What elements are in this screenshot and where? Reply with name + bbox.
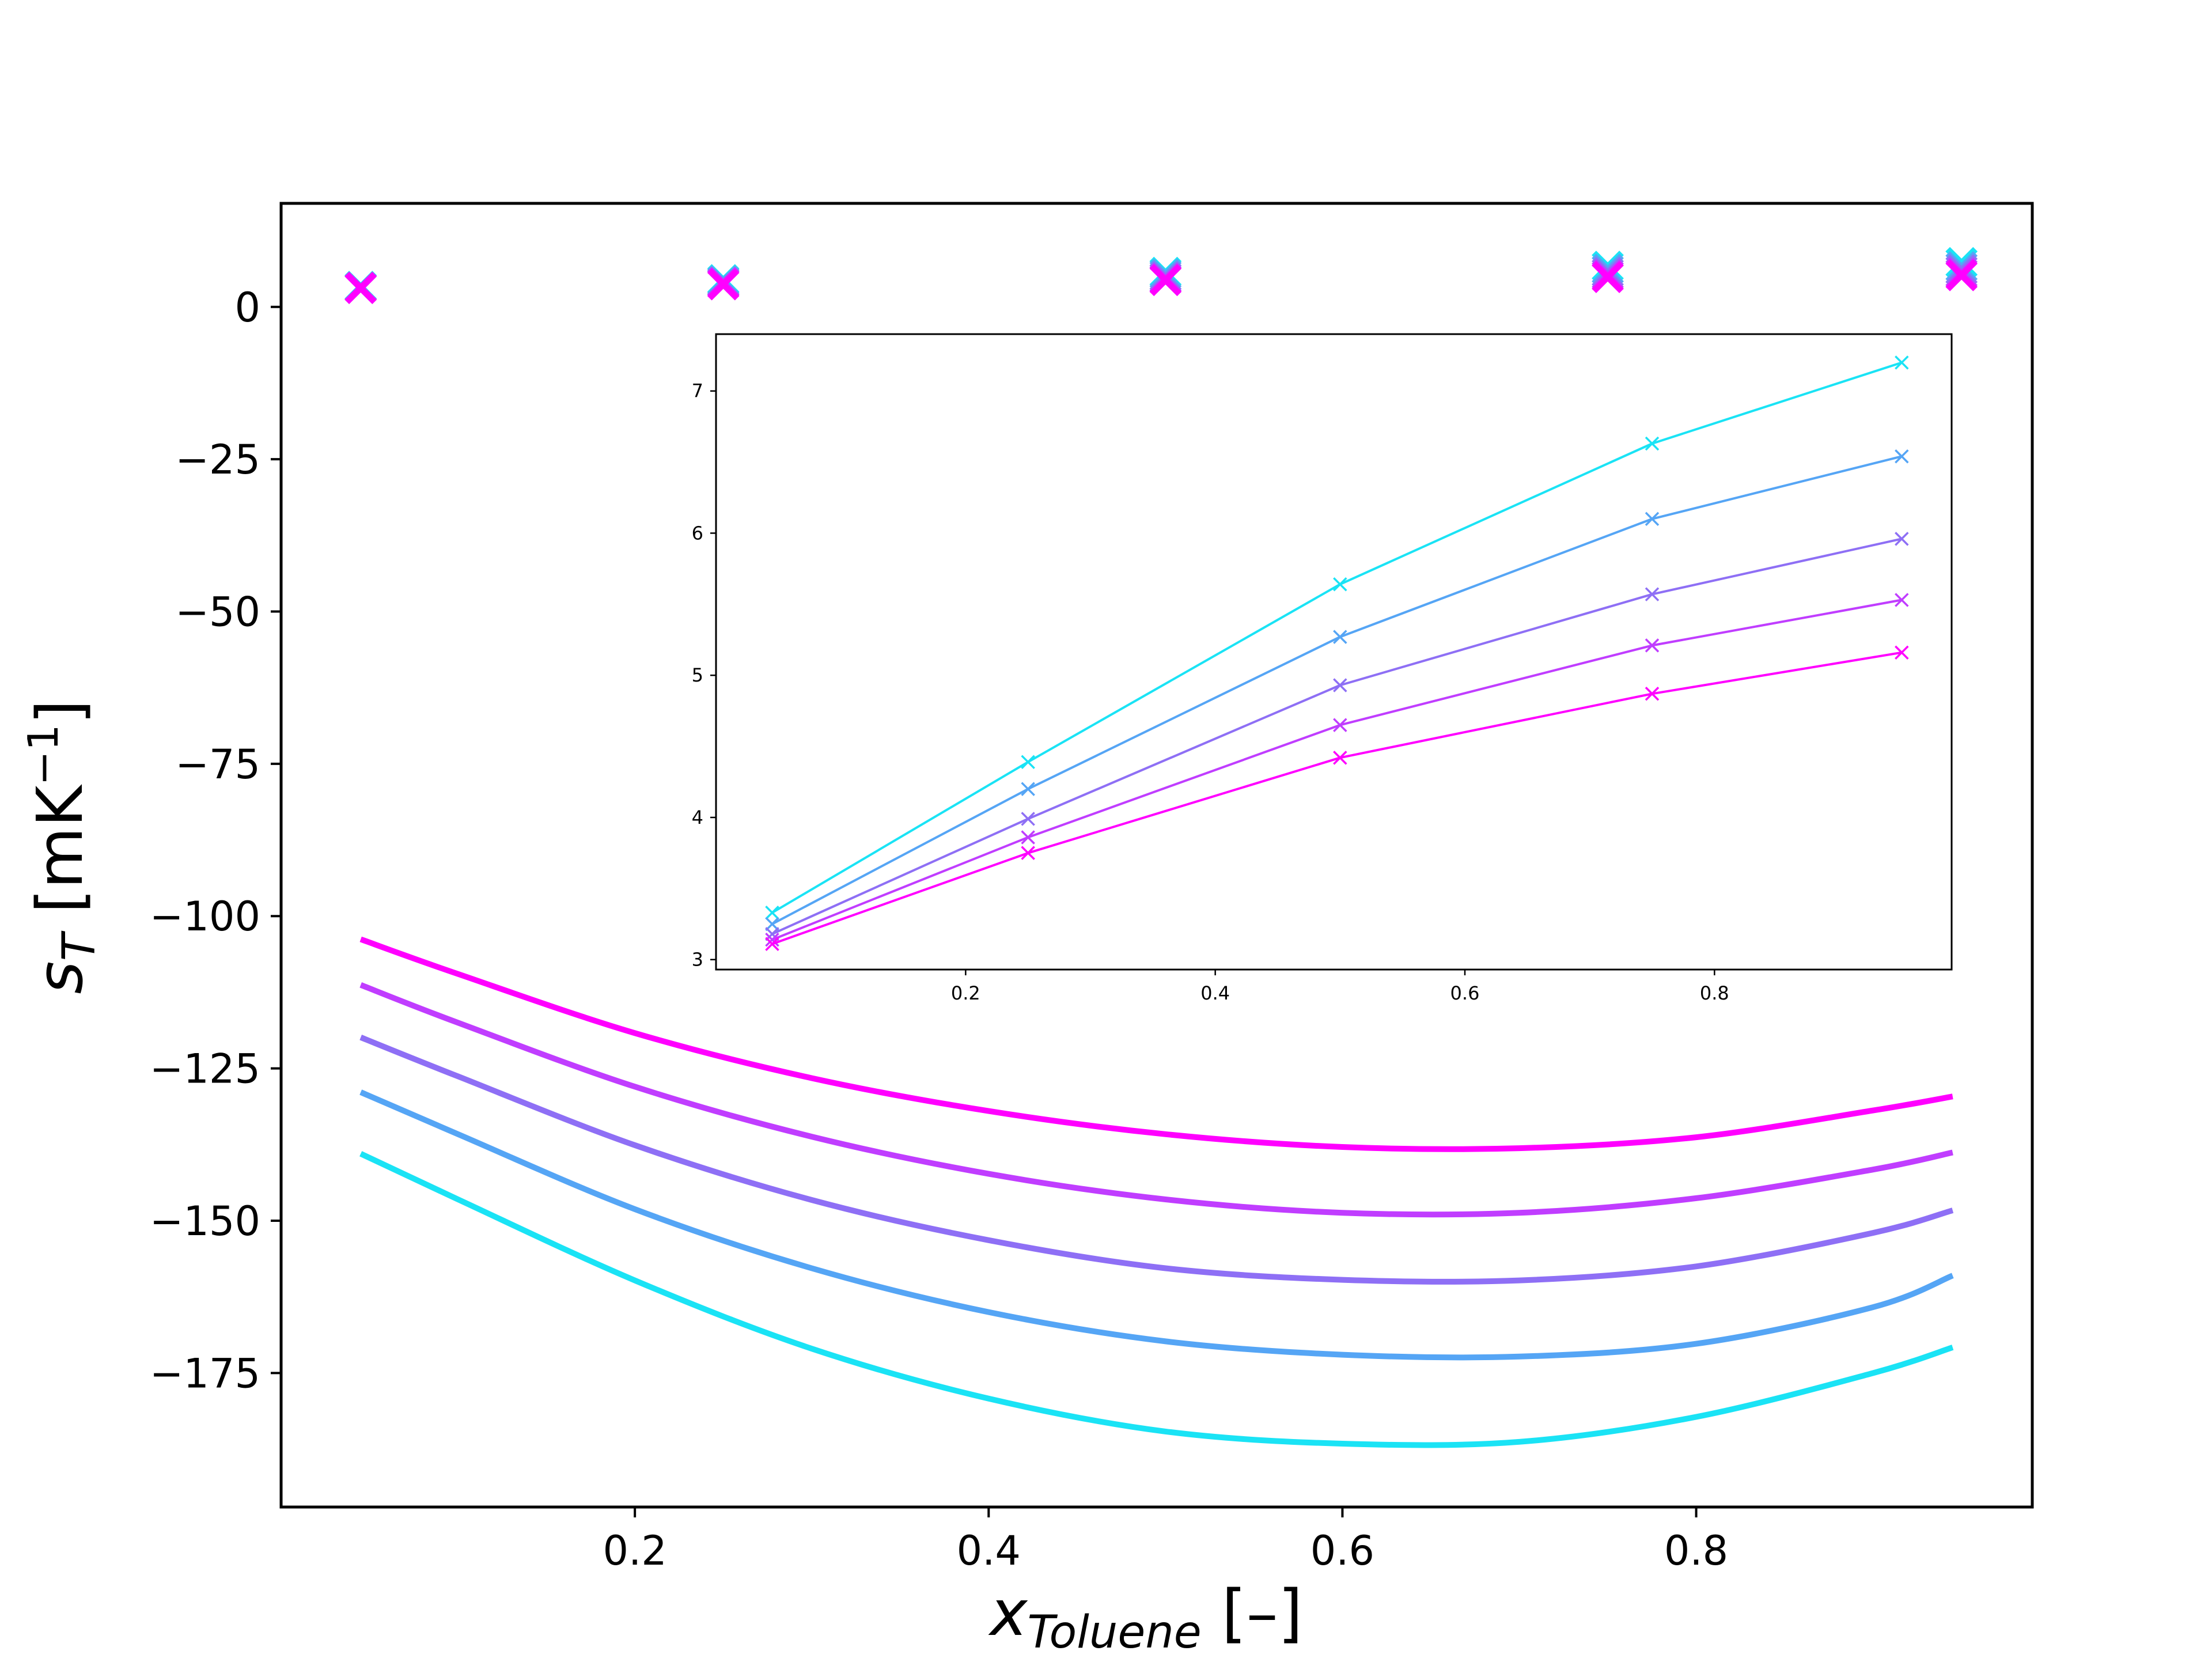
x-tick-label: 0.8 (1664, 1527, 1728, 1574)
inset-data-point (765, 932, 779, 947)
inset-x-tick-label: 0.4 (1200, 982, 1230, 1004)
inset-data-point (1895, 355, 1909, 370)
x-tick-label: 0.6 (1310, 1527, 1374, 1574)
inset-plot: 0.2 0.4 0.6 0.8 3 4 5 6 7 (692, 333, 1953, 1004)
inset-data-point (1333, 718, 1347, 732)
data-point (1945, 259, 1978, 291)
plot-frame (279, 202, 2034, 1509)
inset-series-2 (765, 449, 1909, 932)
inset-data-point (765, 906, 779, 920)
inset-y-tick-label: 3 (692, 949, 703, 971)
inset-data-point (1645, 512, 1660, 527)
inset-background (716, 334, 1952, 970)
curve-series-1 (359, 936, 1953, 1152)
inset-x-tick-label: 0.6 (1450, 982, 1480, 1004)
y-tick-label: −125 (150, 1046, 260, 1093)
y-tick-label: −50 (175, 589, 260, 636)
inset-series-3 (765, 532, 1909, 941)
y-tick-label: −175 (150, 1350, 260, 1397)
data-point (1592, 261, 1624, 293)
y-tick-label: −150 (150, 1198, 260, 1245)
curve-series-4 (359, 1089, 1954, 1361)
inset-data-point (1645, 587, 1660, 601)
data-point (344, 272, 377, 304)
inset-y-tick-label: 4 (692, 807, 703, 828)
inset-x-tick-label: 0.8 (1700, 982, 1729, 1004)
inset-data-point (1021, 812, 1035, 826)
y-tick-label: −100 (150, 893, 260, 940)
inset-data-point (1021, 830, 1035, 845)
y-tick-label: −75 (175, 741, 260, 788)
inset-data-point (1021, 782, 1035, 796)
inset-data-point (1333, 751, 1347, 765)
axis-labels: xToluene [–] sT [mK−1] (19, 699, 1303, 1659)
inset-data-point (1895, 449, 1909, 464)
inset-data-point (765, 917, 779, 932)
inset-x-tick-label: 0.2 (951, 982, 980, 1004)
x-tick-label: 0.2 (603, 1527, 666, 1574)
inset-data-point (1333, 678, 1347, 692)
inset-data-point (1021, 846, 1035, 860)
inset-series-4 (765, 593, 1909, 947)
y-tick-label: −25 (175, 436, 260, 483)
x-tick-label: 0.4 (957, 1527, 1021, 1574)
data-point (1149, 264, 1182, 297)
data-point (707, 268, 740, 301)
inset-data-point (1895, 593, 1909, 607)
inset-data-point (1021, 755, 1035, 769)
curve-series-2 (359, 982, 1953, 1218)
main-plot: 0.2 0.4 0.6 0.8 0 −25 −50 −75 −100 −125 −150 −175 (150, 202, 2034, 1574)
curve-series-5 (359, 1151, 1954, 1448)
inset-y-tick-label: 5 (692, 664, 703, 686)
x-axis-label: xToluene [–] (988, 1576, 1302, 1659)
marker-series-5 (344, 259, 1978, 304)
inset-frame (715, 333, 1953, 971)
inset-data-point (1645, 687, 1660, 701)
y-tick-label: 0 (234, 284, 260, 331)
inset-data-point (1895, 532, 1909, 546)
inset-data-point (1895, 645, 1909, 660)
inset-series-5 (765, 645, 1909, 951)
curve-series-3 (359, 1035, 1954, 1285)
inset-y-tick-label: 7 (692, 380, 703, 402)
inset-y-tick-label: 6 (692, 522, 703, 544)
inset-data-point (1645, 436, 1660, 451)
inset-data-point (765, 937, 779, 951)
inset-data-point (1333, 577, 1347, 592)
inset-data-point (1645, 638, 1660, 653)
inset-data-point (1333, 630, 1347, 644)
y-axis-label: sT [mK−1] (19, 699, 105, 994)
inset-series-1 (765, 355, 1909, 920)
